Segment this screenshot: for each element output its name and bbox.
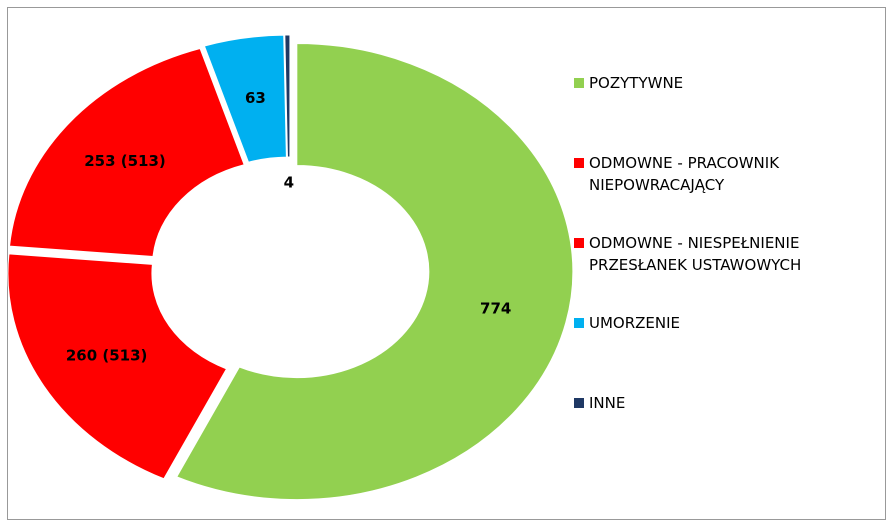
legend-label: POZYTYWNE [589,74,684,92]
donut-slice [284,34,291,158]
data-label: 253 (513) [84,152,166,170]
legend-item: INNE [574,392,859,472]
legend-item: ODMOWNE - NIESPEŁNIENIE PRZESŁANEK USTAW… [574,232,859,312]
data-label: 260 (513) [66,347,148,365]
chart-frame [7,7,886,520]
legend-swatch [574,78,584,88]
legend-swatch [574,398,584,408]
legend-item: ODMOWNE - PRACOWNIK NIEPOWRACAJĄCY [574,152,859,232]
legend-item: UMORZENIE [574,312,859,392]
data-label: 774 [480,299,511,317]
legend: POZYTYWNE ODMOWNE - PRACOWNIK NIEPOWRACAJ… [574,72,859,472]
donut-slice [176,43,574,501]
donut-slice [203,34,287,163]
data-label: 4 [284,173,294,191]
legend-swatch [574,158,584,168]
legend-swatch [574,318,584,328]
legend-item: POZYTYWNE [574,72,859,152]
donut-slice [7,253,228,480]
legend-swatch [574,238,584,248]
legend-label: INNE [589,394,626,412]
legend-label: UMORZENIE [589,314,681,332]
legend-label: ODMOWNE - NIESPEŁNIENIE PRZESŁANEK USTAW… [589,234,802,274]
legend-label: ODMOWNE - PRACOWNIK NIEPOWRACAJĄCY [589,154,780,194]
donut-slice [8,47,245,258]
data-label: 63 [245,89,266,107]
